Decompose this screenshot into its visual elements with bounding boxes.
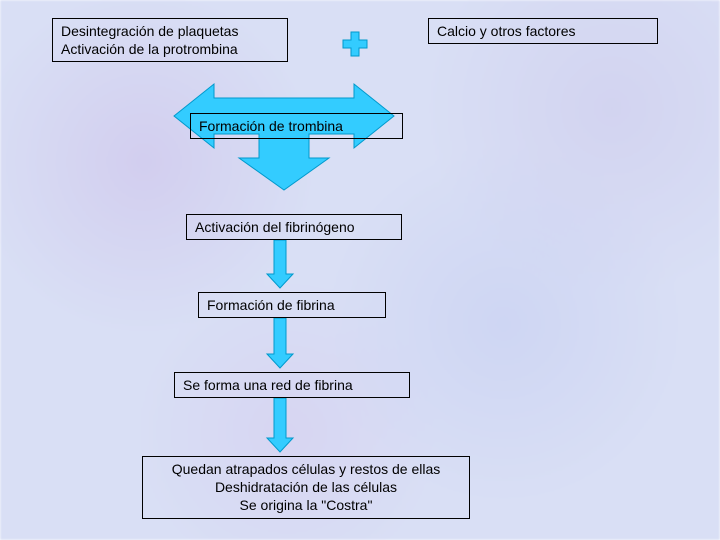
node-fibrinogen-activation: Activación del fibrinógeno [186, 214, 402, 240]
node-fibrin-formation: Formación de fibrina [198, 292, 386, 318]
node-calcium-factors: Calcio y otros factores [428, 18, 658, 44]
node-thrombin-formation: Formación de trombina [190, 113, 403, 139]
node-scab-formation: Quedan atrapados células y restos de ell… [142, 456, 470, 519]
node-platelet-disintegration: Desintegración de plaquetas Activación d… [52, 18, 288, 62]
node-fibrin-network: Se forma una red de fibrina [174, 372, 410, 398]
